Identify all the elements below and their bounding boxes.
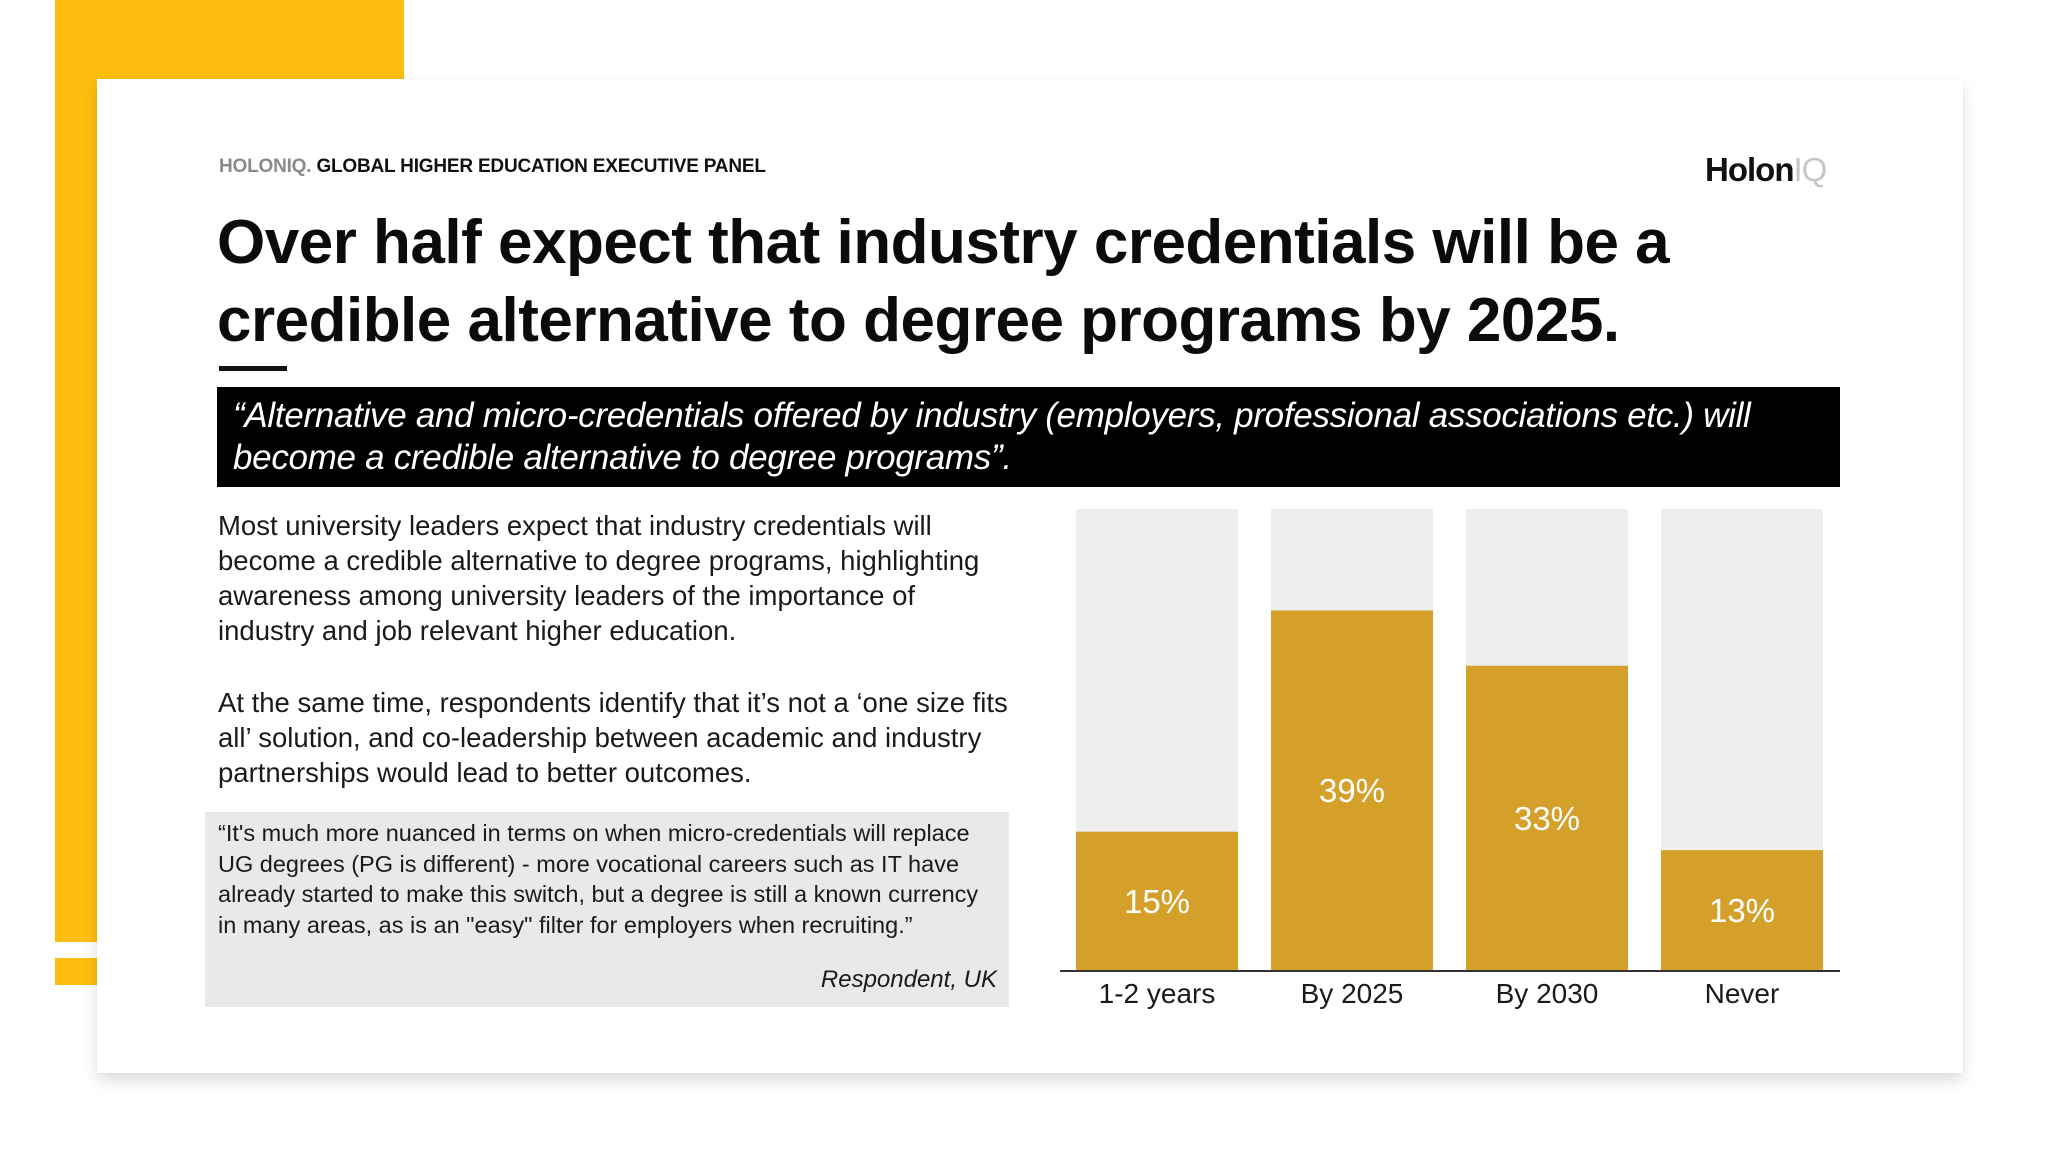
- category-label-3: By 2030: [1496, 978, 1599, 1009]
- body-paragraph-1: Most university leaders expect that indu…: [218, 510, 980, 646]
- accent-block-top: [55, 0, 404, 79]
- bar-value-label-3: 33%: [1514, 800, 1580, 837]
- category-label-1: 1-2 years: [1099, 978, 1216, 1009]
- bar-chart: 15% 1-2 years 39% By 2025 33% By 2030 13% Never: [1058, 505, 1848, 1015]
- bar-2: [1271, 610, 1433, 970]
- bar-chart-svg: 15% 1-2 years 39% By 2025 33% By 2030 13% Never: [1060, 509, 1840, 1009]
- panel-brand: HOLONIQ.: [219, 156, 312, 177]
- accent-block-bottom: [55, 958, 97, 985]
- title-underline: [219, 366, 287, 371]
- body-paragraph-2: At the same time, respondents identify t…: [218, 687, 1008, 788]
- quote-text: “It's much more nuanced in terms on when…: [218, 820, 979, 938]
- bar-value-label-1: 15%: [1124, 883, 1190, 920]
- panel-name: GLOBAL HIGHER EDUCATION EXECUTIVE PANEL: [316, 156, 766, 177]
- bar-4: [1661, 850, 1823, 970]
- bar-1: [1076, 831, 1238, 970]
- holoniq-logo: HolonIQ: [1705, 151, 1827, 189]
- category-label-4: Never: [1705, 978, 1780, 1009]
- accent-bar-left: [55, 0, 97, 942]
- logo-suffix: IQ: [1793, 151, 1827, 188]
- category-label-2: By 2025: [1301, 978, 1404, 1009]
- panel-label: HOLONIQ. GLOBAL HIGHER EDUCATION EXECUTI…: [219, 156, 766, 178]
- page-title: Over half expect that industry credentia…: [217, 208, 1670, 355]
- bar-3: [1466, 665, 1628, 970]
- bar-value-label-2: 39%: [1319, 772, 1385, 809]
- survey-statement: “Alternative and micro-credentials offer…: [217, 387, 1840, 487]
- quote-attribution: Respondent, UK: [820, 966, 997, 993]
- bar-value-label-4: 13%: [1709, 892, 1775, 929]
- logo-wordmark: Holon: [1705, 151, 1794, 188]
- respondent-quote: “It's much more nuanced in terms on when…: [205, 812, 1009, 1007]
- body-text: Most university leaders expect that indu…: [218, 508, 1018, 827]
